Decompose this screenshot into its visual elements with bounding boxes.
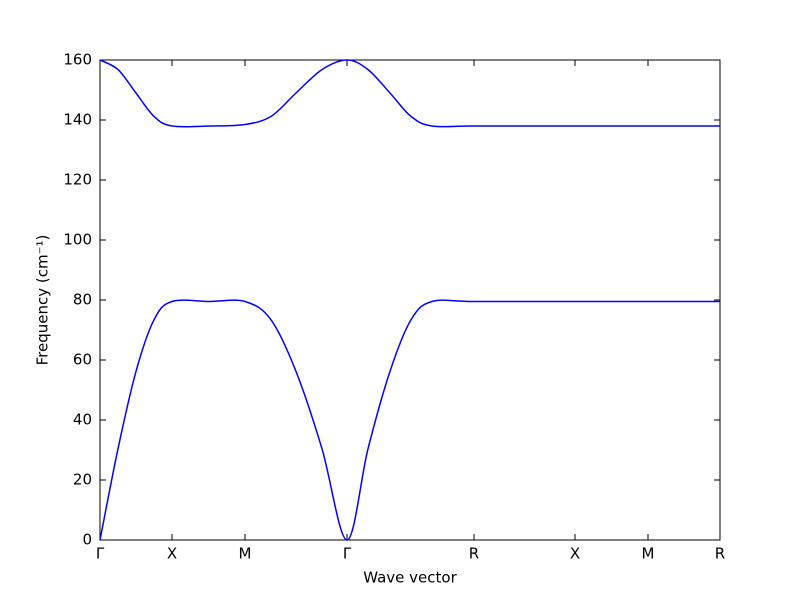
x-tick-label: X <box>570 545 580 563</box>
y-tick-label: 140 <box>63 111 92 129</box>
y-tick-label: 40 <box>73 411 92 429</box>
y-tick-label: 20 <box>73 471 92 489</box>
band-line <box>99 59 720 128</box>
x-tick-label: M <box>642 545 655 563</box>
band-line <box>99 299 720 541</box>
x-tick-label: Γ <box>343 545 352 563</box>
y-tick-label: 80 <box>73 291 92 309</box>
x-tick-label: R <box>469 545 479 563</box>
x-tick-label: X <box>167 545 177 563</box>
x-tick-label: Γ <box>96 545 105 563</box>
y-tick-label: 160 <box>63 51 92 69</box>
x-axis-label: Wave vector <box>363 569 457 587</box>
y-tick-label: 60 <box>73 351 92 369</box>
x-tick-label: M <box>239 545 252 563</box>
y-tick-label: 100 <box>63 231 92 249</box>
y-tick-label: 0 <box>82 531 92 549</box>
x-tick-label: R <box>715 545 725 563</box>
y-tick-label: 120 <box>63 171 92 189</box>
y-axis-label: Frequency (cm⁻¹) <box>34 235 52 366</box>
